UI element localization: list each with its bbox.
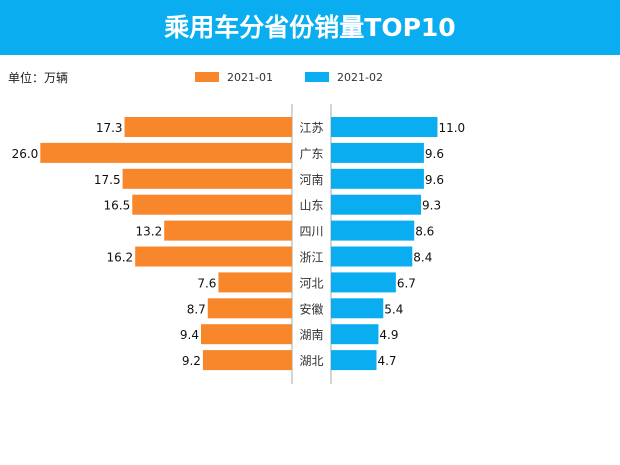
- category-label-山东: 山东: [299, 199, 323, 213]
- data-label-2021-01-河北: 7.6: [197, 276, 216, 290]
- bar-2021-02-江苏: [331, 117, 438, 137]
- bar-2021-02-四川: [331, 220, 415, 241]
- data-label-2021-02-河南: 9.6: [425, 173, 444, 187]
- data-label-2021-02-湖南: 4.9: [379, 328, 398, 342]
- category-label-湖北: 湖北: [299, 353, 323, 368]
- bar-2021-02-安徽: [331, 298, 384, 319]
- data-label-2021-01-广东: 26.0: [12, 147, 39, 161]
- legend-swatch-2021-01: [195, 72, 219, 82]
- data-label-2021-02-山东: 9.3: [422, 199, 441, 213]
- data-label-2021-02-浙江: 8.4: [413, 251, 432, 265]
- data-label-2021-01-湖南: 9.4: [180, 328, 199, 342]
- data-label-2021-01-湖北: 9.2: [182, 354, 201, 368]
- data-label-2021-02-广东: 9.6: [425, 147, 444, 161]
- category-label-浙江: 浙江: [299, 251, 323, 265]
- bar-2021-02-河南: [331, 168, 424, 189]
- bar-2021-02-山东: [331, 194, 422, 215]
- bar-2021-01-安徽: [207, 298, 292, 319]
- legend-label-2021-02: 2021-02: [337, 71, 383, 84]
- bar-2021-01-湖北: [202, 350, 292, 371]
- bar-2021-02-河北: [331, 272, 396, 293]
- data-label-2021-02-湖北: 4.7: [377, 354, 396, 368]
- data-label-2021-01-四川: 13.2: [136, 225, 163, 239]
- category-label-湖南: 湖南: [299, 327, 323, 342]
- bar-2021-01-河北: [218, 272, 292, 293]
- bar-2021-01-河南: [122, 168, 292, 189]
- bar-2021-02-湖北: [331, 350, 377, 371]
- bar-2021-02-浙江: [331, 246, 413, 267]
- category-label-广东: 广东: [299, 147, 323, 161]
- bar-2021-01-四川: [164, 220, 292, 241]
- bar-2021-01-山东: [132, 194, 292, 215]
- data-label-2021-01-山东: 16.5: [104, 199, 131, 213]
- bar-2021-01-浙江: [135, 246, 292, 267]
- category-label-安徽: 安徽: [299, 301, 323, 316]
- legend-swatch-2021-02: [305, 72, 329, 82]
- data-label-2021-02-四川: 8.6: [415, 225, 434, 239]
- data-label-2021-01-江苏: 17.3: [96, 121, 123, 135]
- unit-label: 单位：万辆: [8, 71, 69, 85]
- data-label-2021-02-安徽: 5.4: [384, 302, 403, 316]
- chart-title: 乘用车分省份销量TOP10: [0, 0, 620, 55]
- bar-2021-01-江苏: [124, 117, 292, 137]
- bar-2021-01-湖南: [201, 324, 292, 345]
- bar-2021-02-湖南: [331, 324, 379, 345]
- data-label-2021-02-江苏: 11.0: [438, 121, 465, 135]
- data-label-2021-01-浙江: 16.2: [106, 251, 133, 265]
- bar-2021-01-广东: [40, 142, 292, 163]
- data-label-2021-01-河南: 17.5: [94, 173, 121, 187]
- category-label-江苏: 江苏: [299, 121, 323, 135]
- category-label-河北: 河北: [299, 276, 323, 290]
- data-label-2021-02-河北: 6.7: [397, 276, 416, 290]
- data-label-2021-01-安徽: 8.7: [187, 302, 206, 316]
- legend-label-2021-01: 2021-01: [227, 71, 273, 84]
- bar-2021-02-广东: [331, 142, 424, 163]
- category-label-四川: 四川: [299, 225, 323, 239]
- category-label-河南: 河南: [299, 172, 323, 187]
